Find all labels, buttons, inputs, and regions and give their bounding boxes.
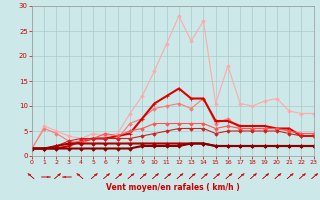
Text: Vent moyen/en rafales ( km/h ): Vent moyen/en rafales ( km/h ) [106,183,240,192]
